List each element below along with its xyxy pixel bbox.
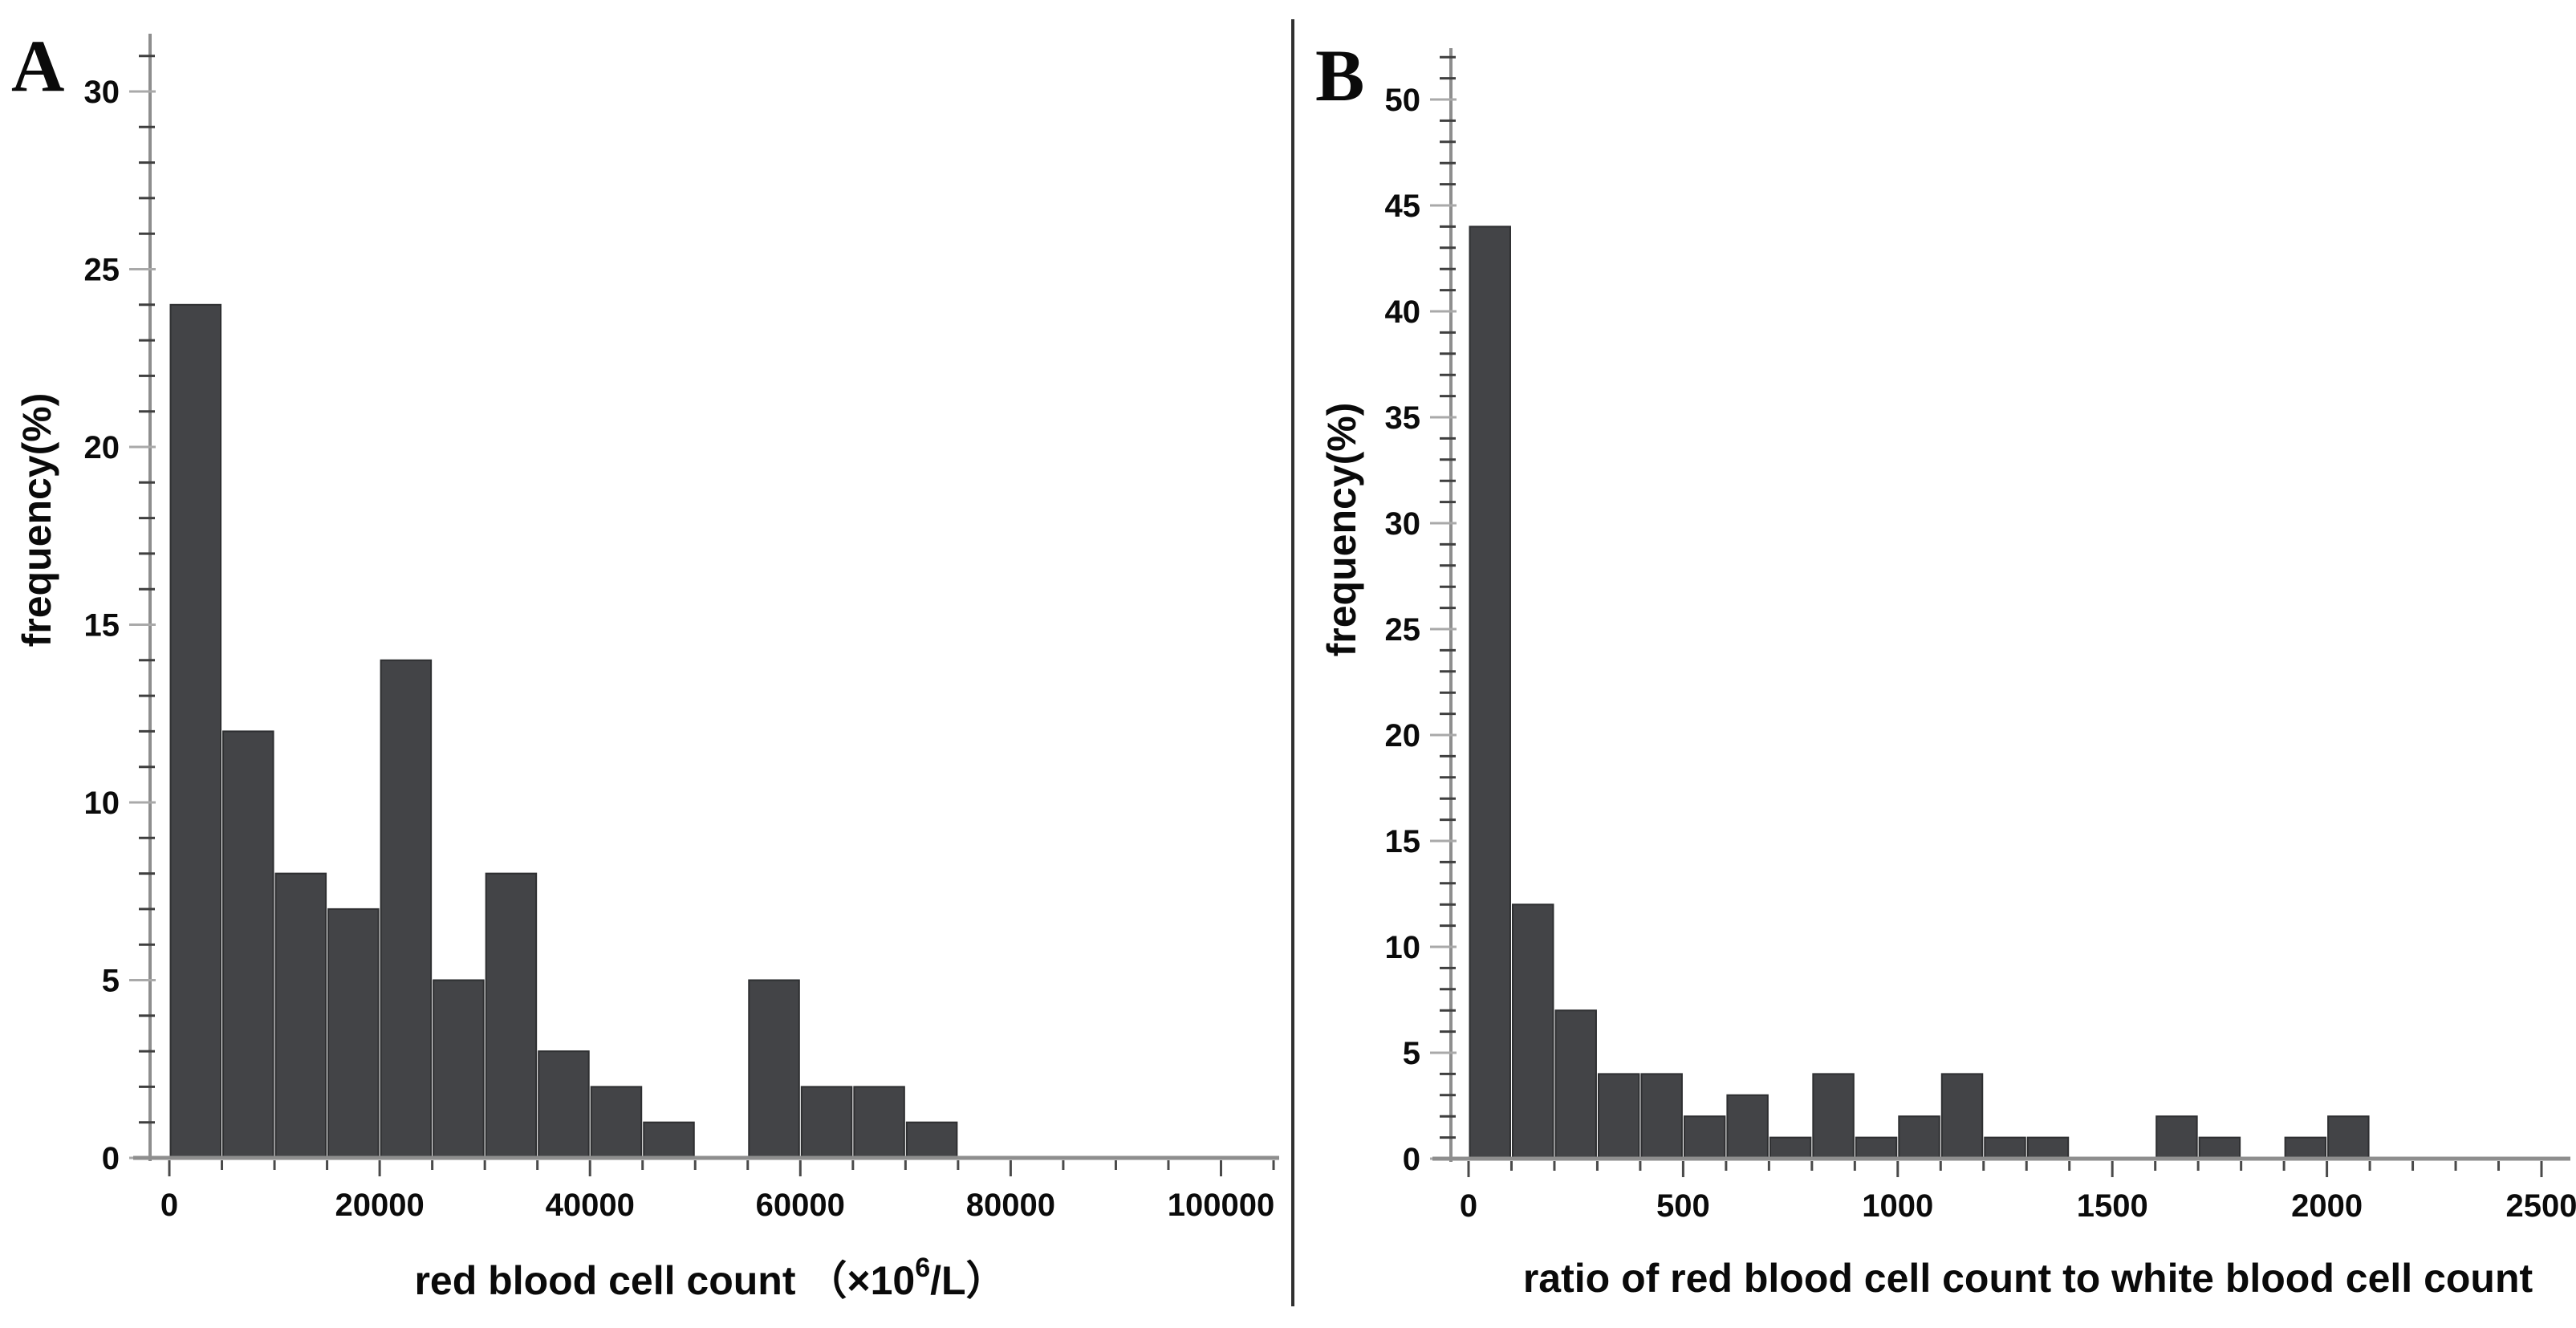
svg-text:1000: 1000: [1862, 1188, 1933, 1224]
x-axis-title-b: ratio of red blood cell count to white b…: [1523, 1253, 2533, 1302]
svg-text:5: 5: [1403, 1036, 1420, 1071]
svg-text:40000: 40000: [546, 1188, 635, 1223]
y-axis-title-a: frequency(%): [14, 392, 59, 648]
svg-text:2500: 2500: [2506, 1188, 2576, 1224]
svg-text:25: 25: [84, 253, 120, 288]
svg-text:30: 30: [1385, 506, 1421, 542]
svg-text:5: 5: [102, 964, 120, 999]
svg-text:0: 0: [1460, 1188, 1477, 1224]
svg-text:500: 500: [1656, 1188, 1710, 1224]
svg-text:10: 10: [1385, 930, 1421, 965]
svg-text:40: 40: [1385, 294, 1421, 330]
y-axis-title-b: frequency(%): [1319, 402, 1364, 657]
svg-text:1500: 1500: [2077, 1188, 2148, 1224]
x-axis-title-a-superscript: 6: [915, 1253, 931, 1284]
svg-text:60000: 60000: [756, 1188, 845, 1223]
panel-divider-line: [1291, 19, 1294, 1306]
svg-text:0: 0: [102, 1141, 120, 1176]
svg-text:2000: 2000: [2291, 1188, 2363, 1224]
x-axis-title-a-text: red blood cell count （×10: [414, 1258, 916, 1303]
svg-text:20: 20: [1385, 718, 1421, 753]
x-axis-title-a: red blood cell count （×106/L）: [414, 1249, 1006, 1306]
svg-text:20: 20: [84, 430, 120, 465]
panel-label-a: A: [11, 25, 65, 107]
svg-text:15: 15: [84, 608, 120, 644]
svg-text:100000: 100000: [1168, 1188, 1274, 1223]
histogram-A: 0 5 10 15 20 25 30 0 20000 40000 60000 80000 100000: [84, 34, 1279, 1223]
x-axis-title-b-text: ratio of red blood cell count to white b…: [1522, 1255, 2533, 1301]
panel-label-b: B: [1315, 35, 1365, 116]
svg-text:25: 25: [1385, 612, 1421, 648]
svg-text:35: 35: [1385, 400, 1421, 436]
svg-text:80000: 80000: [966, 1188, 1055, 1223]
svg-text:45: 45: [1385, 189, 1421, 224]
svg-text:0: 0: [1403, 1142, 1420, 1177]
svg-text:15: 15: [1385, 824, 1421, 859]
svg-text:50: 50: [1385, 83, 1421, 118]
svg-text:0: 0: [160, 1188, 178, 1223]
svg-text:10: 10: [84, 786, 120, 821]
svg-text:20000: 20000: [335, 1188, 424, 1223]
svg-text:30: 30: [84, 75, 120, 110]
x-axis-title-a-unit: /L）: [930, 1258, 1006, 1303]
